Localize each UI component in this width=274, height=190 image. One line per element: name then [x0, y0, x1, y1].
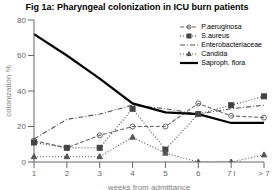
- svg-text:1: 1: [32, 169, 37, 178]
- svg-text:0: 0: [22, 158, 27, 167]
- html-text:Candida: Candida: [201, 50, 228, 57]
- svg-text:60: 60: [17, 51, 26, 60]
- svg-text:20: 20: [17, 122, 26, 131]
- svg-text:weeks from admittance: weeks from admittance: [107, 183, 191, 190]
- svg-text:> 7: > 7: [258, 169, 266, 178]
- svg-text:colonization %: colonization %: [8, 65, 13, 117]
- html-text:Enterobacteriaceae: Enterobacteriaceae: [201, 41, 262, 48]
- svg-text:40: 40: [17, 87, 26, 96]
- html-text:S.aureus: S.aureus: [201, 32, 230, 39]
- svg-text:80: 80: [17, 16, 26, 25]
- html-text:Saproph. flora: Saproph. flora: [201, 59, 246, 66]
- svg-text:7 l: 7 l: [227, 169, 236, 178]
- svg-text:6: 6: [196, 169, 201, 178]
- svg-text:5: 5: [163, 169, 168, 178]
- svg-text:4: 4: [130, 169, 135, 178]
- svg-text:3: 3: [97, 169, 102, 178]
- html-text:Fig 1a: Pharyngeal colonizatio: Fig 1a: Pharyngeal colonization in ICU b…: [25, 2, 249, 12]
- svg-text:2: 2: [65, 169, 70, 178]
- html-text:P.aeruginosa: P.aeruginosa: [201, 23, 242, 30]
